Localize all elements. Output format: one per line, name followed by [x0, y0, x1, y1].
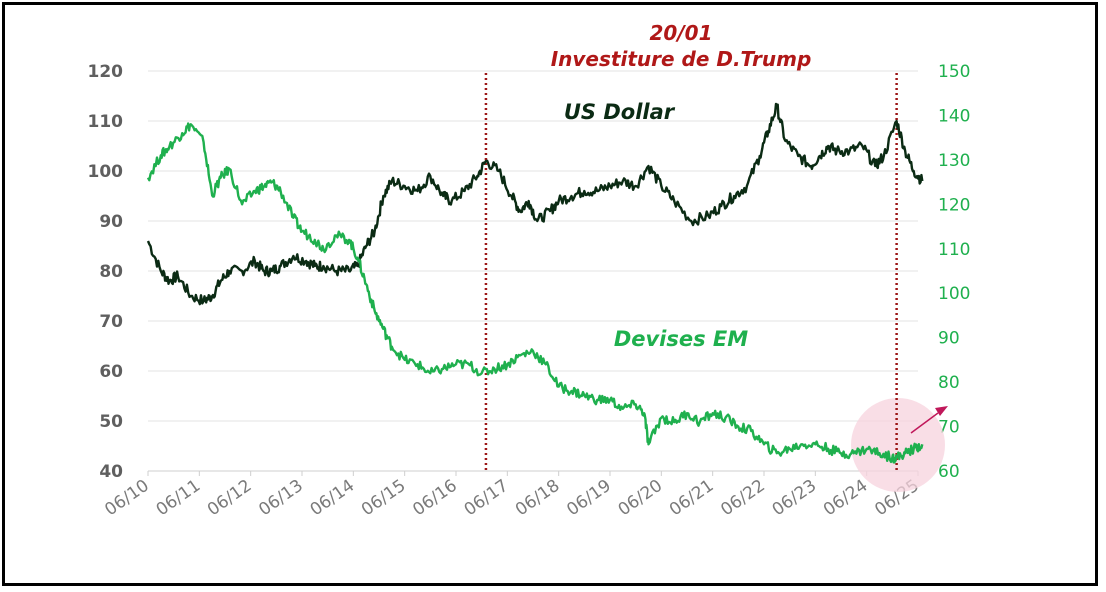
x-tick-label: 06/13 — [255, 476, 307, 520]
x-tick-label: 06/18 — [512, 476, 564, 520]
x-tick-label: 06/20 — [615, 476, 667, 520]
right-tick-label: 90 — [938, 329, 960, 349]
annotation-text: Investiture de D.Trump — [551, 47, 812, 71]
right-y-axis-ticks: 60 70 80 90 100 110 120 130 140 150 — [938, 62, 970, 482]
right-tick-label: 110 — [938, 240, 970, 260]
x-tick-label: 06/24 — [820, 476, 872, 520]
left-tick-label: 100 — [88, 162, 124, 182]
left-y-axis-ticks: 40 50 60 70 80 90 100 110 120 — [88, 62, 124, 482]
x-tick-label: 06/17 — [461, 476, 513, 520]
right-tick-label: 150 — [938, 62, 970, 82]
left-tick-label: 110 — [88, 112, 124, 132]
x-tick-label: 06/21 — [666, 476, 718, 520]
left-tick-label: 70 — [99, 312, 123, 332]
right-tick-label: 130 — [938, 151, 970, 171]
vertical-markers — [484, 73, 898, 471]
series-label-devises-em: Devises EM — [614, 327, 748, 351]
left-tick-label: 90 — [99, 212, 123, 232]
x-tick-label: 06/10 — [101, 476, 153, 520]
series-lines — [146, 102, 924, 464]
annotation-date: 20/01 — [650, 21, 713, 45]
right-tick-label: 120 — [938, 195, 970, 215]
x-axis: 06/10 06/11 06/12 06/13 06/14 06/15 06/16 06/17… — [101, 470, 923, 520]
x-tick-label: 06/22 — [717, 476, 769, 520]
x-tick-label: 06/14 — [307, 476, 359, 520]
x-tick-label: 06/23 — [769, 476, 821, 520]
left-tick-label: 120 — [88, 62, 124, 82]
left-tick-label: 80 — [99, 262, 123, 282]
x-tick-label: 06/12 — [204, 476, 256, 520]
left-tick-label: 40 — [99, 462, 123, 482]
right-tick-label: 100 — [938, 284, 970, 304]
right-tick-label: 80 — [938, 373, 960, 393]
series-line-devises-em — [146, 122, 924, 464]
series-label-us-dollar: US Dollar — [564, 100, 676, 124]
highlight-circle — [851, 398, 945, 492]
series-line-us-dollar — [146, 102, 924, 306]
x-tick-label: 06/15 — [358, 476, 410, 520]
trend-arrow-head — [935, 406, 948, 416]
right-tick-label: 140 — [938, 106, 970, 126]
right-tick-label: 70 — [938, 418, 960, 438]
left-tick-label: 50 — [99, 412, 123, 432]
x-tick-label: 06/19 — [563, 476, 615, 520]
right-tick-label: 60 — [938, 462, 960, 482]
x-tick-label: 06/11 — [153, 476, 205, 520]
left-tick-label: 60 — [99, 362, 123, 382]
x-tick-label: 06/16 — [409, 476, 461, 520]
trend-arrow — [910, 412, 939, 434]
